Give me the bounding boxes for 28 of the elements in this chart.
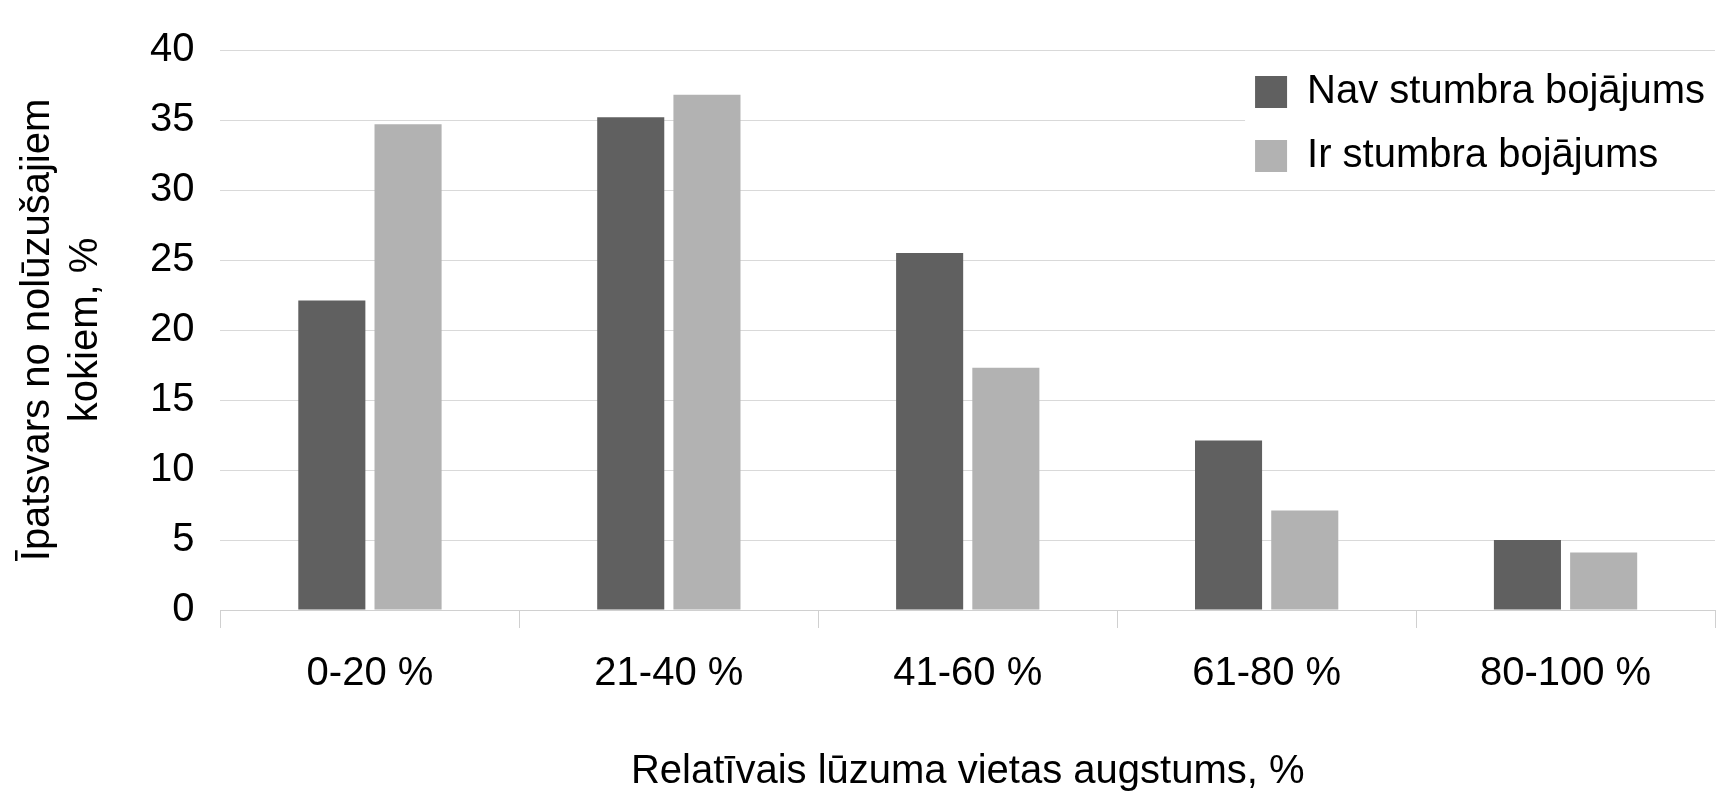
bar [896,253,964,610]
y-tick-label: 20 [149,305,195,350]
legend-label: Nav stumbra bojājums [1307,67,1706,112]
bar [1195,440,1263,610]
bar [1570,552,1638,610]
x-tick-label: 61-80 % [1192,649,1342,694]
bar [1493,540,1561,610]
y-tick-label: 10 [149,445,195,490]
y-tick-label: 15 [149,375,195,420]
bar [972,367,1040,610]
y-tick-label: 5 [172,515,195,560]
y-tick-label: 30 [149,165,195,210]
y-axis-title: Īpatsvars no nolūzušajiem kokiem, % [13,98,106,562]
x-tick-label: 21-40 % [594,649,744,694]
y-tick-label: 0 [172,585,195,630]
y-tick-label: 40 [149,25,195,70]
y-tick-label: 25 [149,235,195,280]
bar [597,117,665,610]
x-tick-label: 0-20 % [306,649,434,694]
bar [673,94,741,610]
y-tick-label: 35 [149,95,195,140]
x-axis-title: Relatīvais lūzuma vietas augstums, % [630,747,1305,792]
legend-label: Ir stumbra bojājums [1307,131,1659,176]
x-tick-label: 80-100 % [1479,649,1652,694]
x-tick-label: 41-60 % [893,649,1043,694]
bar [1271,510,1339,610]
bar [298,300,366,610]
bar [374,124,442,610]
